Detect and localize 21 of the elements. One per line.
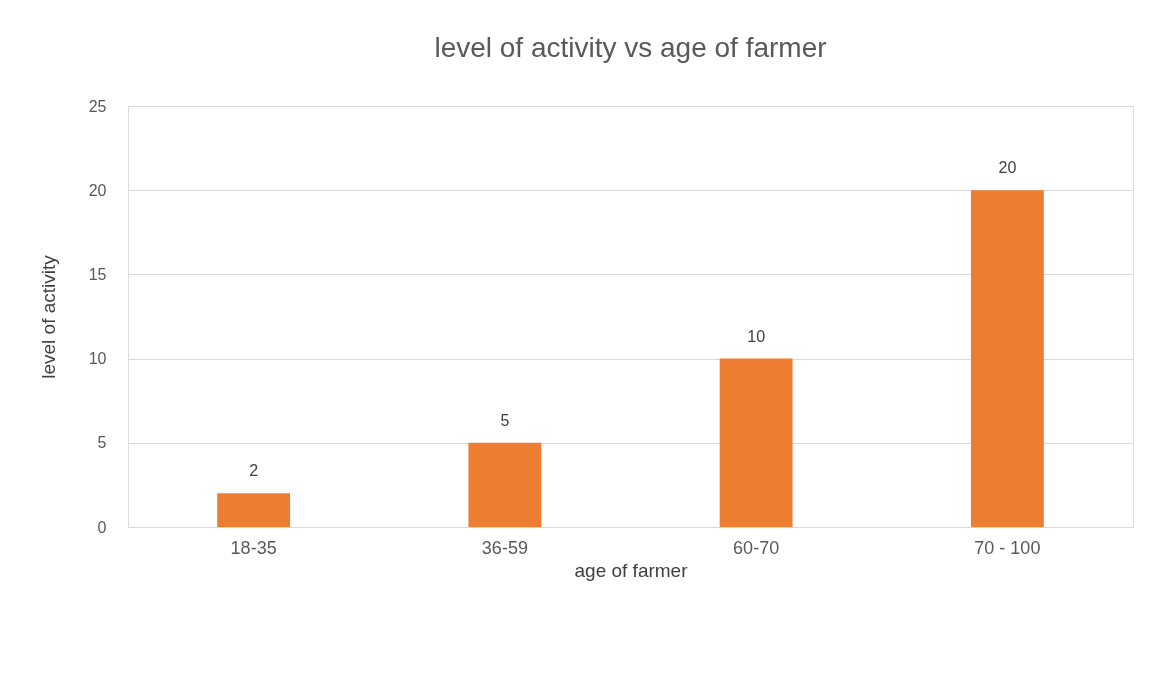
y-tick-label: 15 <box>88 265 107 283</box>
data-label: 5 <box>500 411 510 429</box>
bar <box>217 493 291 527</box>
y-tick-label: 5 <box>97 434 107 452</box>
x-axis-title: age of farmer <box>574 559 689 581</box>
bar <box>468 442 542 527</box>
data-label: 20 <box>998 159 1017 177</box>
y-tick-label: 0 <box>97 518 107 536</box>
y-tick-label: 10 <box>88 350 107 368</box>
x-tick-label: 36-59 <box>481 537 528 558</box>
x-tick-label: 60-70 <box>733 537 780 558</box>
data-label: 10 <box>747 327 766 345</box>
y-tick-label: 20 <box>88 181 107 199</box>
bar <box>970 190 1044 527</box>
y-axis-title: level of activity <box>37 254 59 379</box>
chart-title: level of activity vs age of farmer <box>434 32 827 63</box>
bar <box>719 358 793 527</box>
y-tick-label: 25 <box>88 97 107 115</box>
x-tick-label: 70 - 100 <box>974 537 1041 558</box>
data-label: 2 <box>249 462 259 480</box>
x-tick-label: 18-35 <box>230 537 277 558</box>
